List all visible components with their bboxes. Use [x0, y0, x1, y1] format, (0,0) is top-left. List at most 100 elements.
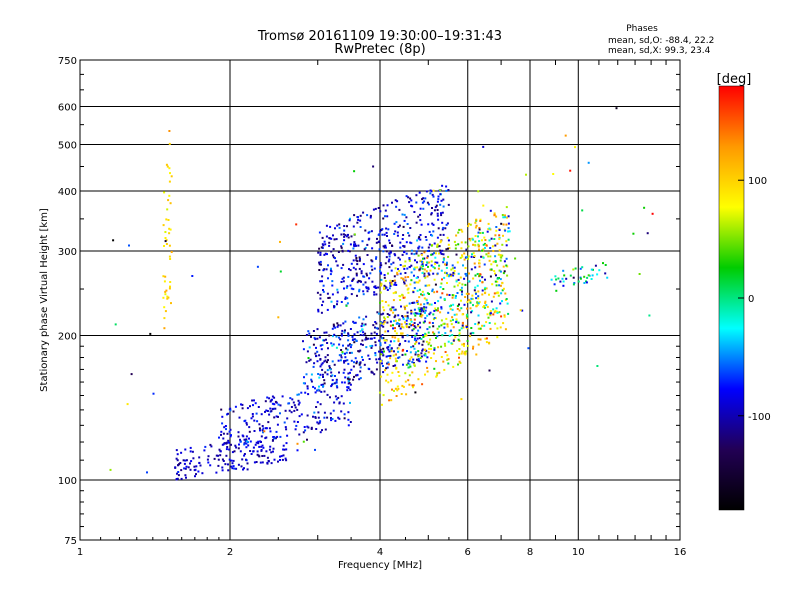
data-point — [389, 279, 392, 282]
data-point — [353, 243, 355, 246]
data-point — [340, 332, 343, 335]
data-point — [386, 204, 389, 207]
data-point — [483, 288, 486, 291]
data-point — [428, 341, 431, 344]
data-point — [328, 365, 331, 368]
data-point — [423, 275, 426, 278]
data-point — [277, 403, 280, 406]
data-point — [479, 232, 482, 234]
data-point — [426, 275, 429, 278]
data-point — [438, 252, 440, 255]
data-point — [474, 240, 477, 243]
data-point — [229, 407, 232, 410]
data-point — [429, 192, 432, 195]
data-point — [433, 332, 436, 335]
data-point — [296, 421, 299, 423]
data-point — [221, 458, 224, 461]
data-point — [370, 346, 373, 349]
data-point — [368, 368, 371, 371]
data-point — [226, 432, 229, 435]
data-point — [402, 245, 405, 247]
data-point — [356, 294, 358, 297]
data-point — [307, 393, 310, 396]
data-point — [168, 142, 171, 145]
data-point — [128, 244, 130, 247]
data-point — [525, 173, 527, 176]
data-point — [255, 412, 258, 415]
data-point — [444, 351, 447, 353]
data-point — [501, 289, 504, 292]
x-tick-label: 1 — [77, 547, 83, 558]
data-point — [561, 277, 564, 280]
data-point — [348, 250, 351, 253]
data-point — [414, 326, 417, 329]
data-point — [465, 326, 468, 328]
data-point — [170, 175, 173, 178]
data-point — [179, 462, 182, 464]
data-point — [259, 461, 262, 464]
data-point — [324, 252, 327, 255]
data-point — [383, 350, 385, 353]
data-point — [377, 286, 380, 289]
data-point — [442, 360, 445, 363]
data-point — [467, 255, 470, 258]
data-point — [399, 327, 402, 330]
data-point — [390, 399, 393, 402]
data-point — [461, 324, 464, 327]
data-point — [407, 276, 410, 278]
data-point — [238, 416, 241, 419]
data-point — [386, 313, 389, 315]
data-point — [306, 425, 309, 428]
data-point — [404, 372, 407, 375]
data-point — [413, 312, 416, 315]
data-point — [427, 223, 430, 226]
data-point — [402, 318, 405, 321]
data-point — [394, 291, 397, 294]
data-point — [446, 358, 449, 361]
data-point — [391, 201, 393, 204]
data-point — [355, 339, 358, 342]
data-point — [447, 311, 450, 314]
data-point — [389, 281, 392, 284]
data-point — [392, 292, 395, 295]
data-point — [410, 324, 413, 327]
data-point — [507, 238, 510, 241]
data-point — [460, 327, 463, 330]
data-point — [400, 323, 403, 326]
data-point — [384, 262, 387, 265]
data-point — [341, 351, 344, 353]
data-point — [400, 277, 403, 280]
data-point — [431, 322, 434, 324]
data-point — [417, 358, 420, 361]
data-point — [507, 230, 510, 233]
data-point — [397, 256, 400, 259]
data-point — [462, 264, 464, 267]
colorbar-tick-label: 100 — [748, 176, 767, 187]
data-point — [342, 371, 345, 374]
data-point — [458, 303, 460, 306]
data-point — [493, 270, 496, 272]
data-point — [416, 300, 418, 302]
data-point — [209, 443, 212, 446]
data-point — [413, 274, 415, 277]
data-point — [326, 361, 328, 364]
data-point — [281, 458, 284, 461]
data-point — [430, 260, 433, 263]
data-point — [379, 270, 381, 273]
data-point — [361, 322, 364, 325]
data-point — [487, 255, 490, 258]
data-point — [386, 373, 389, 376]
data-point — [407, 196, 410, 199]
data-point — [591, 274, 594, 277]
data-point — [163, 191, 166, 194]
data-point — [447, 243, 450, 246]
data-point — [503, 315, 506, 318]
data-point — [325, 331, 328, 334]
data-point — [365, 338, 368, 341]
data-point — [255, 441, 258, 444]
data-point — [333, 333, 336, 336]
data-point — [335, 335, 338, 338]
data-point — [399, 246, 402, 249]
data-point — [467, 280, 470, 283]
